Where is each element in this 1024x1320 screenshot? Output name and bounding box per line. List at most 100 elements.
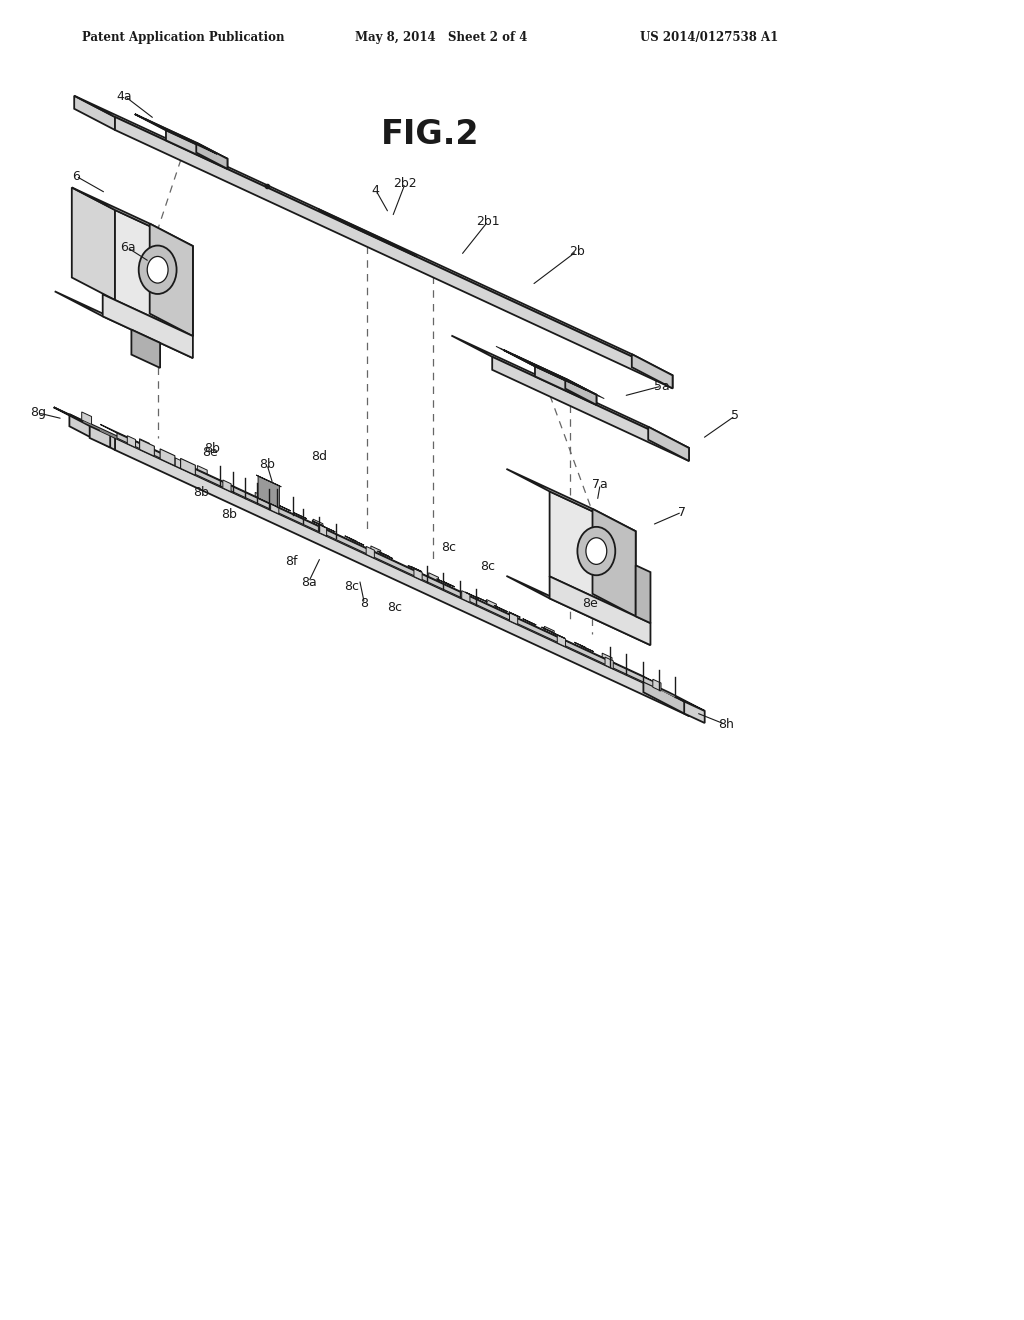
Polygon shape — [535, 367, 596, 405]
Text: 2b: 2b — [569, 244, 585, 257]
Polygon shape — [643, 680, 689, 715]
Polygon shape — [551, 632, 565, 639]
Polygon shape — [131, 330, 160, 368]
Polygon shape — [452, 335, 689, 447]
Polygon shape — [256, 498, 282, 510]
Text: 8c: 8c — [480, 560, 495, 573]
Polygon shape — [371, 546, 381, 558]
Text: 6a: 6a — [120, 242, 135, 255]
Polygon shape — [74, 96, 115, 129]
Ellipse shape — [138, 246, 176, 294]
Polygon shape — [593, 508, 636, 616]
Polygon shape — [117, 433, 658, 689]
Text: 8d: 8d — [311, 450, 328, 463]
Polygon shape — [115, 210, 193, 337]
Polygon shape — [139, 440, 155, 457]
Polygon shape — [653, 680, 662, 692]
Polygon shape — [100, 424, 658, 684]
Polygon shape — [127, 436, 135, 447]
Text: 4a: 4a — [117, 90, 132, 103]
Polygon shape — [550, 491, 636, 616]
Polygon shape — [580, 645, 594, 652]
Polygon shape — [414, 569, 422, 581]
Polygon shape — [345, 536, 356, 541]
Text: 8b: 8b — [221, 508, 238, 521]
Polygon shape — [514, 355, 586, 389]
Polygon shape — [429, 573, 438, 585]
Polygon shape — [493, 356, 689, 461]
Polygon shape — [507, 469, 636, 531]
Ellipse shape — [578, 527, 615, 576]
Text: 8e: 8e — [582, 597, 598, 610]
Polygon shape — [550, 577, 650, 645]
Polygon shape — [255, 492, 265, 506]
Polygon shape — [115, 438, 689, 715]
Polygon shape — [557, 635, 565, 647]
Text: 4: 4 — [372, 183, 380, 197]
Polygon shape — [70, 414, 689, 704]
Polygon shape — [462, 590, 470, 602]
Polygon shape — [54, 292, 193, 358]
Polygon shape — [145, 119, 217, 154]
Polygon shape — [522, 619, 537, 626]
Polygon shape — [90, 426, 111, 447]
Polygon shape — [318, 209, 417, 256]
Polygon shape — [443, 582, 455, 587]
Polygon shape — [542, 627, 553, 632]
Text: 8: 8 — [360, 597, 369, 610]
Polygon shape — [180, 458, 196, 475]
Polygon shape — [74, 96, 673, 375]
Text: 8a: 8a — [301, 576, 316, 589]
Polygon shape — [510, 612, 518, 624]
Polygon shape — [507, 576, 650, 645]
Polygon shape — [632, 354, 673, 388]
Polygon shape — [150, 223, 193, 337]
Polygon shape — [411, 566, 422, 572]
Polygon shape — [436, 578, 451, 585]
Text: 8e: 8e — [202, 446, 218, 459]
Text: 8b: 8b — [193, 486, 209, 499]
Polygon shape — [504, 350, 596, 395]
Text: 2b1: 2b1 — [476, 215, 500, 228]
Polygon shape — [160, 449, 175, 466]
Polygon shape — [602, 653, 612, 665]
Text: 5a: 5a — [653, 380, 670, 392]
Polygon shape — [367, 546, 375, 558]
Polygon shape — [115, 117, 673, 388]
Polygon shape — [198, 466, 207, 478]
Text: 7: 7 — [678, 506, 686, 519]
Polygon shape — [574, 643, 586, 648]
Polygon shape — [408, 565, 422, 572]
Text: 6: 6 — [72, 169, 80, 182]
Polygon shape — [72, 187, 115, 300]
Text: Patent Application Publication: Patent Application Publication — [82, 32, 285, 45]
Polygon shape — [53, 408, 111, 436]
Text: May 8, 2014   Sheet 2 of 4: May 8, 2014 Sheet 2 of 4 — [355, 32, 527, 45]
Text: 8f: 8f — [285, 554, 297, 568]
Text: 8h: 8h — [718, 718, 734, 731]
Polygon shape — [280, 506, 291, 511]
Polygon shape — [378, 550, 389, 557]
Text: 8c: 8c — [344, 579, 358, 593]
Text: 7a: 7a — [592, 478, 608, 491]
Polygon shape — [258, 477, 280, 508]
Polygon shape — [476, 597, 487, 602]
Polygon shape — [312, 520, 324, 527]
Polygon shape — [486, 599, 497, 612]
Text: 8b: 8b — [259, 458, 274, 471]
Polygon shape — [322, 525, 335, 532]
Text: FIG.2: FIG.2 — [381, 119, 479, 152]
Ellipse shape — [586, 537, 607, 565]
Polygon shape — [318, 524, 327, 536]
Ellipse shape — [147, 256, 168, 282]
Text: 8g: 8g — [30, 407, 46, 420]
Text: 8b: 8b — [204, 442, 220, 454]
Polygon shape — [379, 552, 392, 558]
Text: US 2014/0127538 A1: US 2014/0127538 A1 — [640, 32, 778, 45]
Polygon shape — [256, 475, 282, 487]
Polygon shape — [494, 606, 508, 611]
Text: 8c: 8c — [387, 601, 401, 614]
Polygon shape — [648, 682, 705, 711]
Polygon shape — [636, 565, 650, 623]
Polygon shape — [293, 512, 306, 519]
